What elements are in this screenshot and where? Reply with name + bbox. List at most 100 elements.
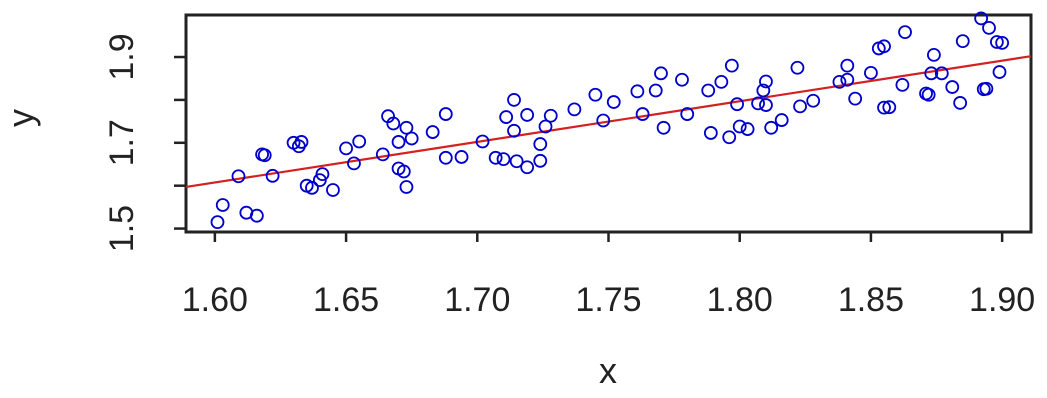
- data-point: [438, 150, 453, 165]
- data-point: [339, 141, 353, 156]
- data-point: [375, 147, 390, 162]
- data-point: [231, 169, 246, 184]
- data-point: [399, 120, 414, 135]
- data-point: [630, 84, 645, 99]
- data-point: [730, 97, 744, 112]
- data-point: [396, 164, 411, 179]
- data-point: [326, 183, 340, 197]
- data-point: [806, 93, 821, 108]
- axis-ticks: 1.60 1.65 1.70 1.75 1.80 1.85 1.90 1.5 1.7 1.9: [103, 33, 1035, 319]
- data-point: [438, 107, 453, 121]
- data-point: [774, 113, 789, 127]
- data-point: [898, 25, 912, 40]
- data-point: [499, 110, 514, 124]
- data-point: [740, 122, 755, 136]
- data-point: [520, 160, 535, 175]
- data-point: [732, 119, 747, 134]
- data-point: [567, 102, 582, 117]
- data-point: [992, 65, 1007, 79]
- x-tick-label: 1.65: [313, 281, 379, 319]
- data-point: [588, 87, 603, 102]
- data-point: [714, 75, 729, 89]
- data-point: [257, 148, 272, 163]
- data-point: [606, 95, 621, 109]
- x-tick-label: 1.80: [707, 281, 773, 319]
- data-point: [759, 74, 773, 89]
- data-point: [840, 58, 855, 73]
- data-point: [352, 134, 367, 149]
- data-point: [882, 100, 897, 115]
- data-point: [520, 108, 535, 122]
- data-point: [759, 98, 773, 112]
- data-point: [507, 93, 521, 107]
- data-point: [391, 135, 406, 149]
- data-point: [488, 150, 503, 165]
- data-point: [703, 126, 718, 140]
- data-point: [635, 107, 650, 121]
- data-point: [533, 153, 548, 168]
- data-point: [538, 119, 553, 134]
- data-point: [475, 134, 490, 149]
- data-point: [680, 107, 695, 121]
- data-point: [974, 11, 989, 26]
- data-point: [210, 215, 225, 230]
- data-point: [294, 135, 309, 149]
- data-point: [979, 81, 994, 96]
- data-point: [425, 125, 440, 139]
- data-point: [265, 168, 280, 183]
- data-point: [315, 167, 330, 182]
- data-point: [864, 65, 878, 80]
- data-point: [454, 150, 469, 164]
- y-tick-label: 1.5: [103, 205, 141, 252]
- data-point: [507, 123, 521, 138]
- data-point: [955, 34, 970, 49]
- data-point: [543, 108, 558, 123]
- data-point: [756, 83, 771, 98]
- data-point: [249, 208, 264, 223]
- data-point: [895, 78, 910, 92]
- y-tick-label: 1.7: [103, 119, 141, 166]
- data-point: [724, 58, 739, 73]
- data-point: [877, 39, 891, 54]
- data-point: [832, 75, 847, 89]
- data-point: [533, 137, 548, 151]
- data-point: [596, 113, 611, 128]
- data-point: [701, 83, 716, 98]
- data-point: [989, 35, 1004, 49]
- data-point: [305, 180, 319, 195]
- y-tick-label: 1.9: [103, 33, 141, 80]
- data-point: [751, 96, 765, 111]
- data-points: [210, 11, 1010, 230]
- data-point: [675, 72, 689, 87]
- x-axis-title: x: [599, 350, 617, 391]
- x-tick-label: 1.85: [838, 281, 904, 319]
- data-point: [509, 154, 524, 169]
- data-point: [953, 96, 968, 110]
- data-point: [840, 72, 855, 87]
- data-point: [386, 116, 401, 131]
- data-point: [404, 131, 419, 146]
- x-tick-label: 1.60: [182, 281, 248, 319]
- x-tick-label: 1.75: [575, 281, 641, 319]
- data-point: [648, 83, 663, 98]
- data-point: [496, 152, 511, 166]
- data-point: [347, 156, 361, 171]
- data-point: [399, 180, 414, 194]
- data-point: [921, 87, 936, 102]
- data-point: [790, 60, 805, 75]
- data-point: [722, 130, 737, 145]
- data-point: [793, 99, 807, 114]
- data-point: [945, 80, 960, 94]
- data-point: [654, 66, 668, 81]
- data-point: [982, 20, 996, 35]
- data-point: [934, 66, 949, 81]
- x-tick-label: 1.90: [969, 281, 1035, 319]
- data-point: [924, 66, 939, 81]
- data-point: [656, 120, 671, 135]
- x-tick-label: 1.70: [444, 281, 510, 319]
- data-point: [927, 47, 941, 62]
- y-axis-title: y: [0, 109, 41, 127]
- data-point: [848, 91, 863, 106]
- data-point: [764, 120, 779, 135]
